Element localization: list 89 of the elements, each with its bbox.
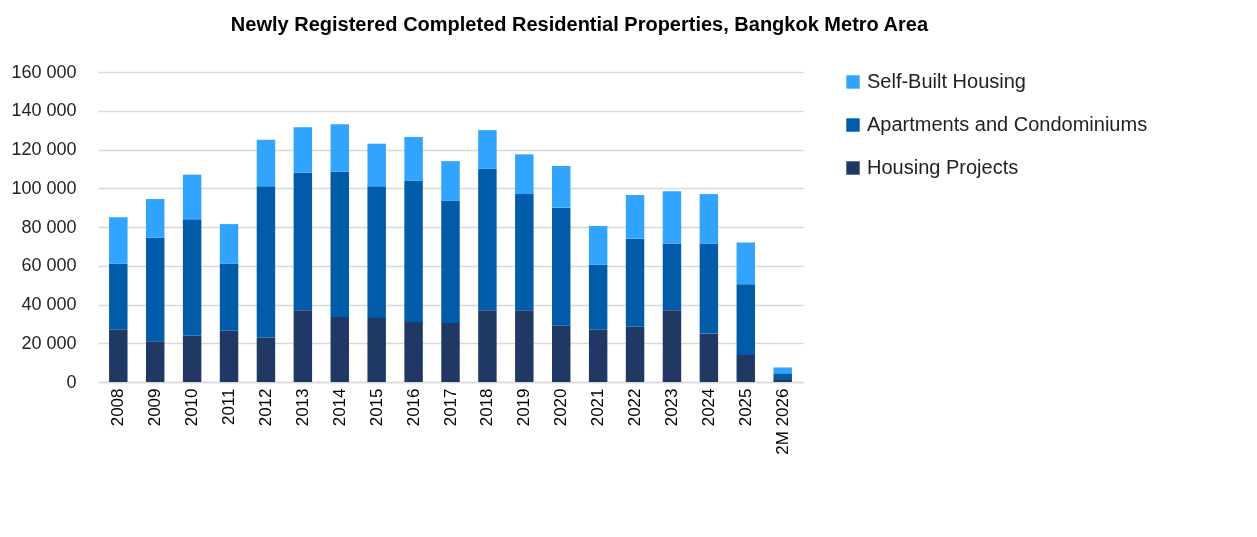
x-tick-label: 2020 — [551, 388, 571, 427]
x-tick-label: 2012 — [255, 388, 275, 427]
x-tick-label: 2017 — [440, 388, 460, 427]
x-tick-label: 2009 — [145, 388, 165, 427]
bar — [662, 310, 682, 382]
legend-label: Housing Projects — [867, 156, 1019, 178]
legend-label: Apartments and Condominiums — [867, 113, 1148, 135]
bar — [478, 130, 497, 169]
x-tick-label: 2024 — [698, 388, 718, 427]
y-tick-label: 40 000 — [21, 294, 77, 314]
x-tick-label: 2016 — [403, 388, 423, 427]
y-tick-label: 140 000 — [11, 100, 77, 121]
x-tick-label: 2008 — [108, 388, 128, 427]
y-tick-label: 160 000 — [11, 61, 77, 82]
bar — [699, 194, 719, 244]
bar — [552, 325, 571, 382]
bar — [219, 263, 239, 331]
bar — [441, 322, 460, 382]
x-tick-label: 2010 — [182, 388, 202, 427]
y-tick-label: 80 000 — [21, 216, 77, 237]
bar — [293, 127, 313, 173]
x-tick-label: 2018 — [477, 388, 497, 427]
bar — [736, 284, 756, 355]
bar — [330, 124, 349, 172]
bar — [367, 186, 386, 319]
bar — [662, 243, 682, 311]
bar — [515, 194, 534, 311]
bar — [293, 172, 313, 311]
legend-label: Self-Built Housing — [867, 70, 1026, 92]
bar — [256, 139, 276, 187]
bar — [736, 354, 756, 382]
bar — [625, 238, 645, 327]
bar — [552, 165, 571, 208]
x-tick-label: 2025 — [735, 388, 755, 427]
bar — [441, 200, 460, 323]
bar — [145, 198, 165, 238]
bar — [699, 243, 719, 334]
bar — [182, 174, 202, 220]
y-tick-label: 60 000 — [21, 255, 77, 276]
bar — [404, 180, 423, 322]
x-tick-label: 2022 — [625, 388, 645, 427]
bar — [441, 161, 460, 201]
bar — [588, 226, 608, 265]
bar — [145, 341, 165, 382]
bar — [625, 326, 645, 382]
x-tick-label: 2015 — [366, 388, 386, 427]
bar — [109, 329, 128, 382]
bar — [773, 379, 792, 382]
bar — [219, 224, 239, 264]
bar — [219, 330, 239, 382]
bar — [367, 318, 386, 382]
bar — [109, 217, 128, 264]
bar — [330, 171, 349, 318]
bar — [773, 367, 792, 374]
x-tick-label: 2021 — [588, 388, 608, 427]
bar — [182, 219, 202, 336]
bar — [109, 263, 128, 330]
bar — [404, 321, 423, 382]
x-tick-label: 2013 — [292, 388, 312, 427]
bar — [256, 186, 276, 338]
bar — [330, 317, 349, 382]
y-tick-label: 20 000 — [21, 332, 77, 353]
bar — [773, 373, 792, 380]
bar — [515, 310, 534, 382]
bar — [256, 337, 276, 382]
y-tick-label: 100 000 — [11, 177, 77, 198]
bar — [182, 335, 202, 382]
x-tick-label: 2023 — [661, 388, 681, 427]
bar — [552, 207, 571, 326]
bar — [588, 329, 608, 382]
bar — [404, 136, 423, 181]
x-tick-label: 2019 — [514, 388, 534, 427]
bar — [478, 168, 497, 311]
y-tick-label: 120 000 — [11, 139, 77, 159]
bar — [145, 237, 165, 342]
bar — [736, 242, 756, 285]
bar — [478, 310, 497, 382]
bar — [662, 191, 682, 244]
bar — [588, 264, 608, 330]
bar — [515, 154, 534, 195]
bar — [699, 333, 719, 382]
x-tick-label: 2M 2026 — [772, 388, 792, 455]
bar — [367, 143, 386, 187]
bar — [293, 310, 313, 382]
y-tick-label: 0 — [66, 371, 77, 392]
x-tick-label: 2011 — [219, 388, 239, 426]
chart-title: Newly Registered Completed Residential Properties, Bangkok Metro Area — [230, 13, 929, 35]
bar — [625, 195, 645, 239]
x-tick-label: 2014 — [329, 388, 349, 427]
